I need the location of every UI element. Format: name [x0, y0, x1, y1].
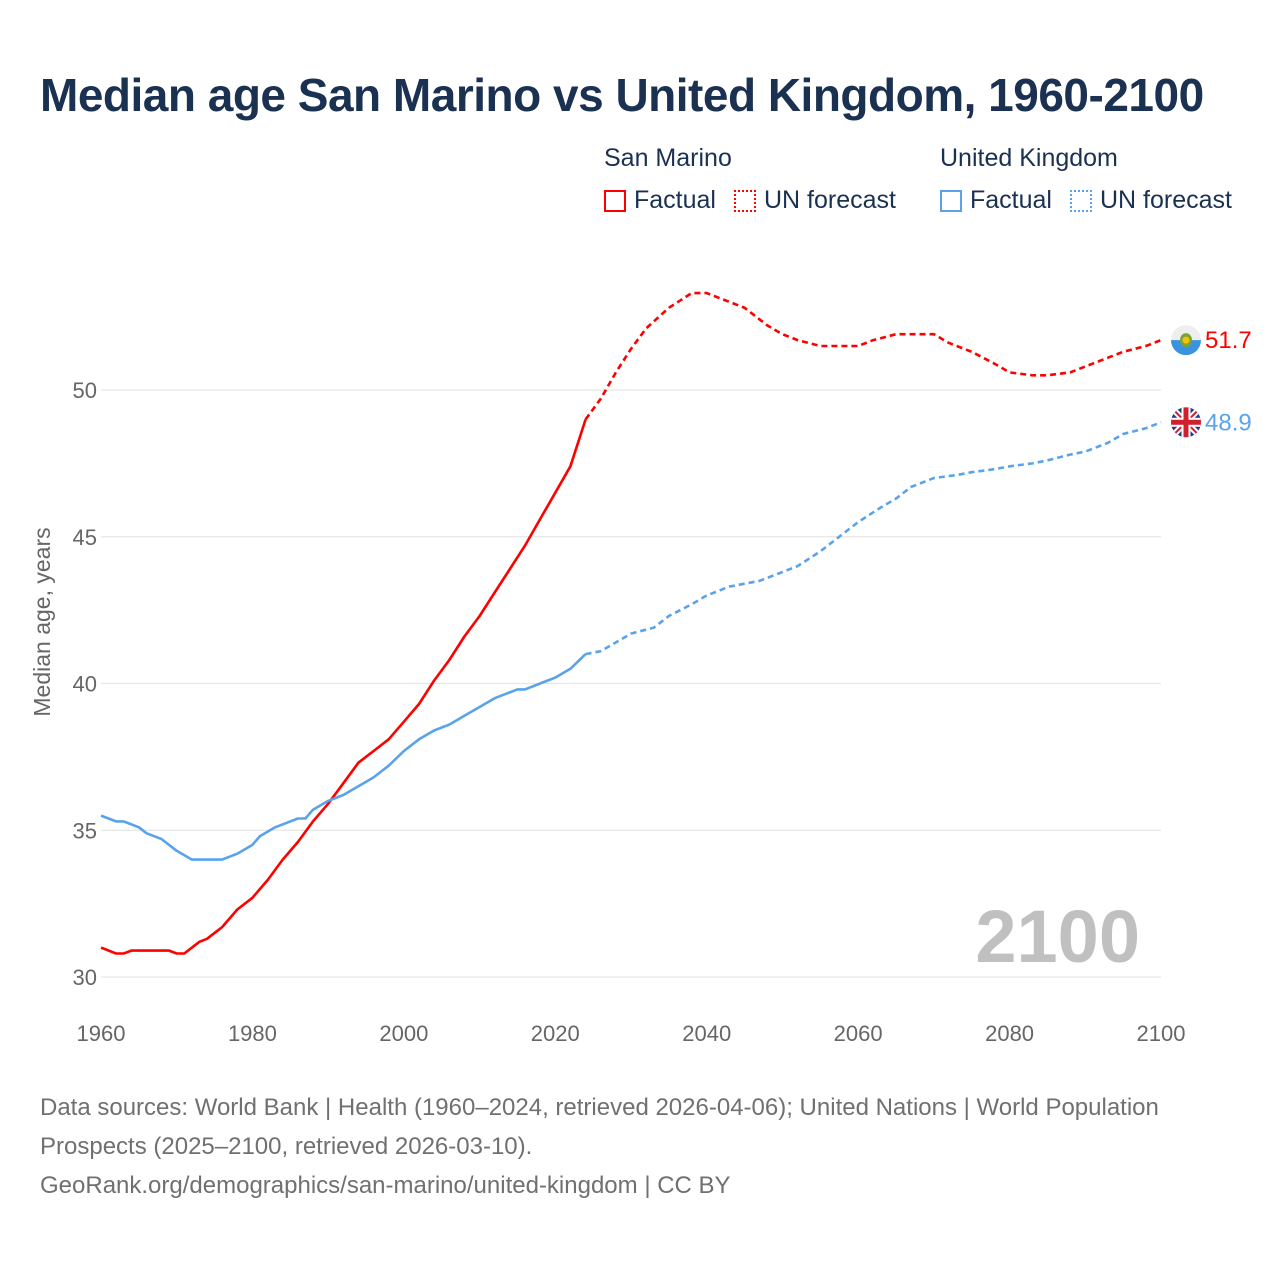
- legend-item-uk-forecast[interactable]: UN forecast: [1069, 186, 1232, 215]
- legend-item-san-marino-forecast[interactable]: UN forecast: [733, 186, 896, 215]
- san-marino-end-label: 51.7: [1205, 327, 1252, 354]
- x-tick-label: 2020: [531, 1021, 580, 1046]
- san-marino-flag-icon: [1171, 325, 1201, 356]
- x-tick-label: 2100: [1137, 1021, 1186, 1046]
- x-tick-label: 1960: [77, 1021, 126, 1046]
- legend-item-san-marino-factual[interactable]: Factual: [604, 186, 716, 215]
- data-sources: Data sources: World Bank | Health (1960–…: [40, 1094, 1159, 1160]
- united-kingdom-flag-icon: [1171, 407, 1201, 438]
- chart-area: 30 35 40 45 50 1960 1980 2000 2020 2040 2060 2080 21…: [29, 291, 1252, 1046]
- y-tick-label: 45: [73, 525, 97, 550]
- legend-group-san-marino: San Marino: [604, 144, 732, 172]
- x-tick-label: 2060: [834, 1021, 883, 1046]
- chart-title: Median age San Marino vs United Kingdom,…: [40, 69, 1204, 121]
- legend-label: Factual: [970, 186, 1052, 214]
- y-tick-label: 30: [73, 965, 97, 990]
- x-tick-label: 2000: [379, 1021, 428, 1046]
- y-tick-label: 50: [73, 378, 97, 403]
- legend-label: Factual: [634, 186, 716, 214]
- y-tick-label: 35: [73, 818, 97, 843]
- x-tick-label: 2080: [985, 1021, 1034, 1046]
- attribution-link[interactable]: GeoRank.org/demographics/san-marino/unit…: [40, 1172, 731, 1199]
- san-marino-factual-line: [100, 418, 587, 955]
- x-tick-label: 1980: [228, 1021, 277, 1046]
- legend-swatch-dotted: [733, 189, 756, 212]
- legend-label: UN forecast: [763, 186, 896, 214]
- y-tick-label: 40: [73, 672, 97, 697]
- year-watermark: 2100: [975, 895, 1140, 978]
- legend-swatch-solid: [940, 189, 962, 212]
- y-axis-label: Median age, years: [29, 527, 55, 716]
- united-kingdom-forecast-line: [585, 421, 1162, 656]
- legend-group-united-kingdom: United Kingdom: [940, 144, 1118, 172]
- legend-united-kingdom: Factual UN forecast: [940, 186, 1250, 215]
- legend-label: UN forecast: [1099, 186, 1232, 214]
- legend-item-uk-factual[interactable]: Factual: [940, 186, 1052, 215]
- footer: Data sources: World Bank | Health (1960–…: [40, 1088, 1160, 1205]
- x-tick-label: 2040: [682, 1021, 731, 1046]
- united-kingdom-factual-line: [100, 653, 587, 861]
- san-marino-forecast-line: [584, 291, 1162, 421]
- united-kingdom-end-label: 48.9: [1205, 409, 1252, 436]
- legend-swatch-solid: [604, 189, 626, 212]
- legend-swatch-dotted: [1069, 189, 1092, 212]
- legend-san-marino: Factual UN forecast: [604, 186, 914, 215]
